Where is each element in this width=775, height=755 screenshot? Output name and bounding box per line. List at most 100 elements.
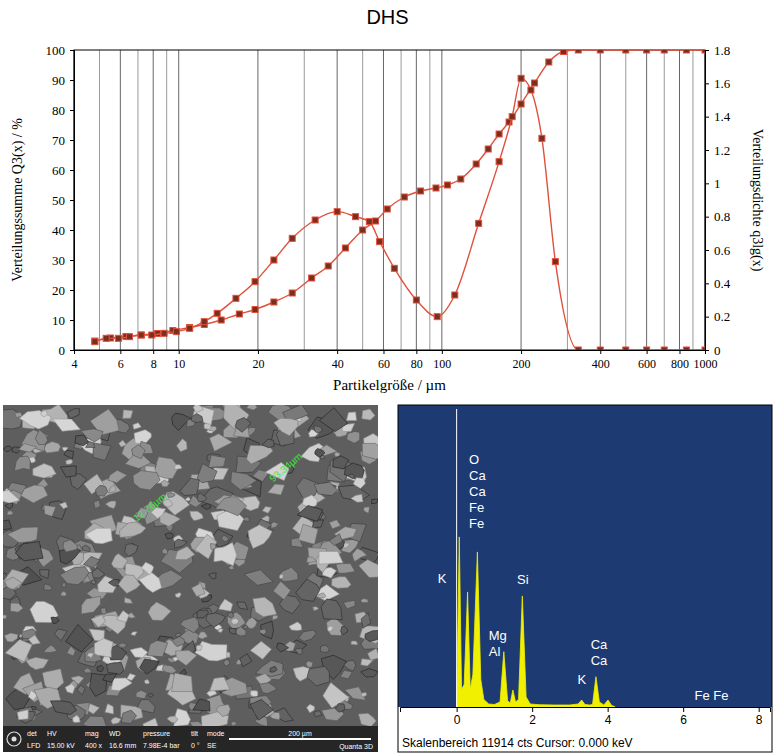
- sem-flake: [161, 480, 170, 487]
- marker: [342, 245, 348, 251]
- sem-flake: [93, 443, 111, 461]
- marker: [496, 159, 502, 165]
- tick-label: 800: [671, 357, 689, 371]
- sem-flake: [143, 718, 159, 726]
- sem-flake: [105, 704, 114, 714]
- info-header: tilt: [191, 730, 198, 737]
- tick: 0: [705, 343, 721, 358]
- sem-flake: [351, 494, 363, 502]
- tick-label: 0.6: [714, 243, 731, 258]
- tick-mark: [705, 50, 709, 51]
- marker: [312, 217, 318, 223]
- sem-flake: [5, 639, 32, 661]
- marker: [683, 347, 689, 350]
- sem-flake: [20, 411, 52, 430]
- sem-flake: [127, 674, 136, 681]
- tick-label: 1.4: [714, 109, 731, 124]
- marker: [218, 317, 224, 323]
- tick-mark: [70, 110, 74, 111]
- peak-label: Ca: [469, 484, 486, 499]
- marker: [597, 50, 603, 53]
- marker: [325, 263, 331, 269]
- marker: [187, 325, 193, 331]
- marker: [597, 347, 603, 350]
- sem-flake: [363, 507, 369, 513]
- marker: [444, 182, 450, 188]
- sem-flake: [175, 593, 181, 598]
- sem-flake: [44, 505, 56, 516]
- tick: 1.8: [705, 43, 730, 58]
- axis: 02468: [401, 707, 771, 727]
- axis-line: [75, 351, 706, 355]
- sem-flake: [214, 543, 237, 566]
- sem-flake: [3, 409, 23, 429]
- sem-flake: [111, 678, 132, 691]
- tick-mark: [70, 170, 74, 171]
- panel-background: [398, 405, 772, 752]
- sem-flake: [361, 692, 366, 697]
- minor-grid-line: [99, 50, 100, 350]
- sem-flake: [353, 478, 365, 489]
- info-header: pressure: [143, 730, 170, 738]
- sem-flake: [132, 445, 146, 459]
- tick-mark: [383, 350, 384, 354]
- minor-grid-line: [692, 50, 693, 350]
- info-bar: [3, 726, 378, 752]
- sem-flake: [250, 700, 274, 721]
- marker: [214, 310, 220, 316]
- sem-flake: [319, 408, 347, 432]
- sem-flake: [195, 534, 217, 559]
- sem-flake: [332, 577, 352, 589]
- marker: [126, 334, 132, 340]
- tick: 50: [52, 193, 74, 208]
- sem-texture: [3, 405, 378, 726]
- peak-label: K: [438, 571, 447, 586]
- sem-flake: [314, 711, 322, 717]
- sem-flake: [64, 450, 74, 459]
- peak-label: Si: [517, 572, 529, 587]
- sem-flake: [148, 602, 171, 620]
- info-value: 0 °: [191, 742, 200, 749]
- measurement-label: 12.76µm: [131, 491, 169, 524]
- marker: [233, 295, 239, 301]
- sem-flake: [91, 615, 106, 628]
- marker: [702, 347, 705, 350]
- sem-flake: [314, 482, 337, 495]
- sem-flake: [17, 710, 28, 720]
- sem-flake: [279, 567, 298, 581]
- sem-flake: [216, 705, 230, 717]
- plot-background: [398, 405, 772, 707]
- tick-label: 90: [52, 73, 65, 88]
- tick: 2: [529, 707, 536, 727]
- marker: [366, 219, 372, 225]
- sem-flake: [215, 497, 246, 516]
- marker: [532, 80, 538, 86]
- marker: [485, 146, 491, 152]
- sem-flake: [335, 704, 344, 713]
- tick-mark: [70, 230, 74, 231]
- sem-flake: [193, 405, 203, 413]
- marker: [458, 176, 464, 182]
- marker: [413, 297, 419, 303]
- tick-label: 6: [118, 357, 124, 371]
- sem-flake: [5, 503, 13, 509]
- sem-flake: [168, 493, 175, 498]
- sem-flake: [82, 545, 90, 551]
- tick-label: 60: [378, 357, 390, 371]
- sem-flake: [172, 637, 185, 647]
- minor-grid-line: [429, 50, 430, 350]
- sem-flake: [295, 648, 303, 654]
- sem-flake: [277, 643, 289, 652]
- axis: 46810204060801002004006008001000: [72, 350, 718, 371]
- sem-flake: [54, 629, 67, 641]
- sem-flake: [139, 572, 162, 592]
- tick-mark: [705, 117, 709, 118]
- sem-flake: [7, 511, 13, 515]
- sem-flake: [180, 478, 200, 495]
- minor-grid-line: [567, 50, 568, 350]
- sem-flake: [83, 716, 107, 726]
- sem-flake: [84, 556, 100, 568]
- marker: [644, 50, 650, 53]
- minor-grid-line: [166, 50, 167, 350]
- sem-flake: [26, 657, 49, 669]
